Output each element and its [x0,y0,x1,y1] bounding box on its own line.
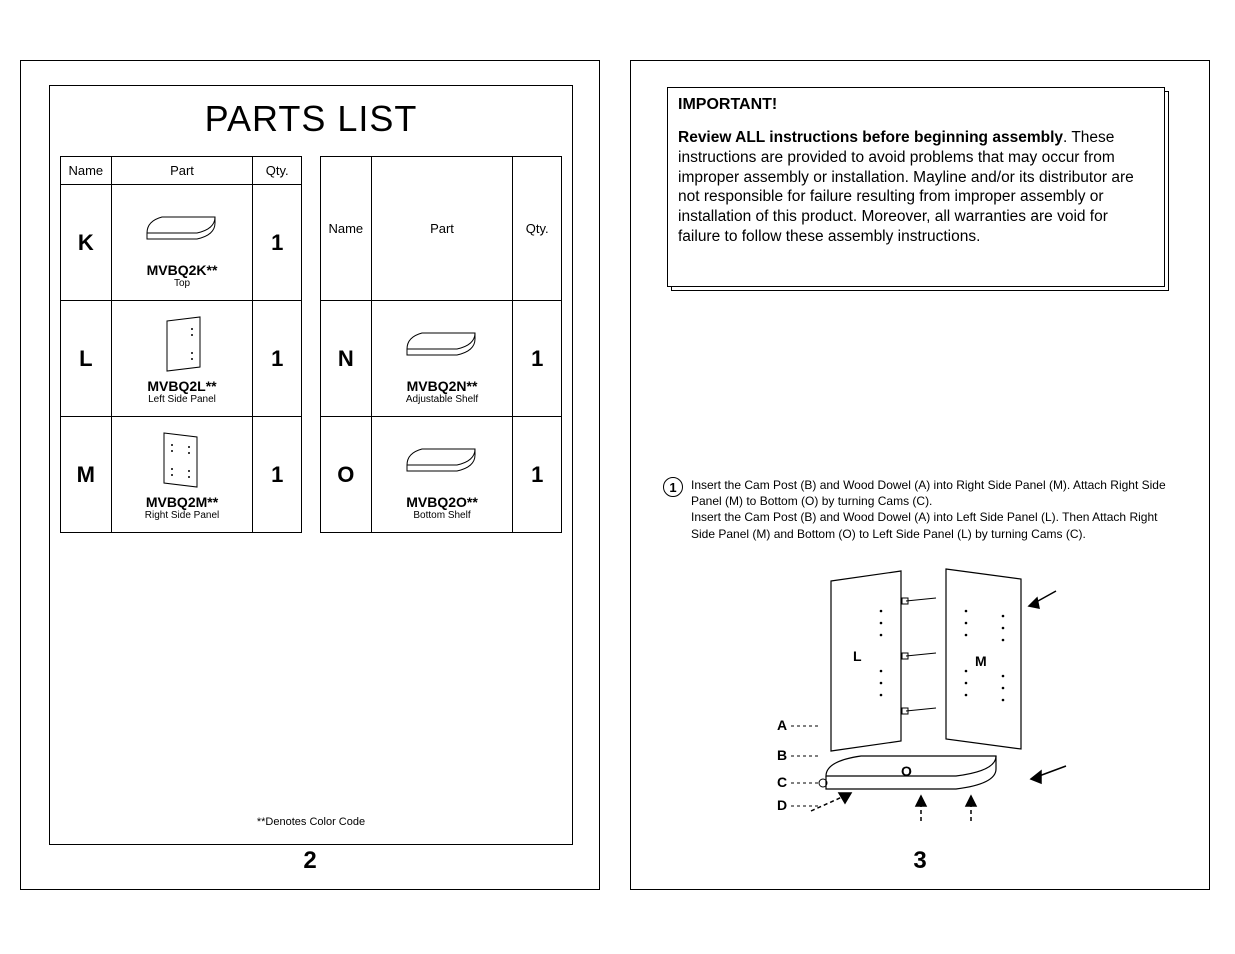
header-qty: Qty. [513,157,562,301]
step-number-circle: 1 [663,477,683,497]
table-header-row: Name Part Qty. [61,157,302,185]
part-icon-panel [116,428,249,492]
svg-text:L: L [853,648,862,664]
step-text: Insert the Cam Post (B) and Wood Dowel (… [691,477,1181,542]
parts-list-box: PARTS LIST Name Part Qty. K MVBQ2K** [49,85,573,845]
part-qty: 1 [513,301,562,417]
parts-list-title: PARTS LIST [50,98,572,140]
page-left: PARTS LIST Name Part Qty. K MVBQ2K** [20,60,600,890]
assembly-diagram: L M O A B C D [771,561,1091,841]
table-row: N MVBQ2N** Adjustable Shelf 1 [321,301,562,417]
footnote: **Denotes Color Code [50,816,572,828]
svg-text:M: M [975,653,987,669]
part-code: MVBQ2N** [376,378,509,394]
part-qty: 1 [513,417,562,533]
header-name: Name [321,157,372,301]
table-row: M MVBQ2M** Right Side Panel 1 [61,417,302,533]
svg-text:O: O [901,763,912,779]
part-code: MVBQ2L** [116,378,249,394]
part-desc: Adjustable Shelf [376,394,509,405]
svg-text:D: D [777,797,787,813]
part-name: K [61,185,112,301]
part-cell: MVBQ2M** Right Side Panel [111,417,253,533]
part-desc: Top [116,278,249,289]
part-code: MVBQ2M** [116,494,249,510]
part-qty: 1 [253,185,302,301]
header-name: Name [61,157,112,185]
page-number-left: 2 [21,847,599,875]
warning-rest: . These instructions are provided to avo… [678,129,1134,245]
part-desc: Bottom Shelf [376,510,509,521]
part-name: L [61,301,112,417]
svg-text:B: B [777,747,787,763]
header-part: Part [371,157,513,301]
part-cell: MVBQ2N** Adjustable Shelf [371,301,513,417]
header-part: Part [111,157,253,185]
part-icon-panel [116,312,249,376]
warning-body: Review ALL instructions before beginning… [678,128,1154,247]
table-row: L MVBQ2L** Left Side Panel 1 [61,301,302,417]
part-icon-shelf [116,196,249,260]
table-row: K MVBQ2K** Top 1 [61,185,302,301]
table-header-row: Name Part Qty. [321,157,562,301]
part-icon-shelf [376,428,509,492]
header-qty: Qty. [253,157,302,185]
parts-table-b: Name Part Qty. N MVBQ2N** Adjustable She… [320,156,562,533]
part-code: MVBQ2K** [116,262,249,278]
part-cell: MVBQ2L** Left Side Panel [111,301,253,417]
page-number-right: 3 [631,847,1209,875]
part-name: N [321,301,372,417]
part-icon-shelf [376,312,509,376]
part-cell: MVBQ2O** Bottom Shelf [371,417,513,533]
part-qty: 1 [253,301,302,417]
warning-heading: IMPORTANT! [678,96,1154,114]
part-cell: MVBQ2K** Top [111,185,253,301]
part-code: MVBQ2O** [376,494,509,510]
warning-lead: Review ALL instructions before beginning… [678,129,1063,146]
part-qty: 1 [253,417,302,533]
parts-tables-row: Name Part Qty. K MVBQ2K** Top 1 [50,140,572,533]
part-desc: Left Side Panel [116,394,249,405]
svg-text:C: C [777,774,787,790]
parts-table-a: Name Part Qty. K MVBQ2K** Top 1 [60,156,302,533]
part-desc: Right Side Panel [116,510,249,521]
part-name: O [321,417,372,533]
warning-box: IMPORTANT! Review ALL instructions befor… [667,87,1165,287]
part-name: M [61,417,112,533]
page-right: IMPORTANT! Review ALL instructions befor… [630,60,1210,890]
svg-text:A: A [777,717,787,733]
table-row: O MVBQ2O** Bottom Shelf 1 [321,417,562,533]
